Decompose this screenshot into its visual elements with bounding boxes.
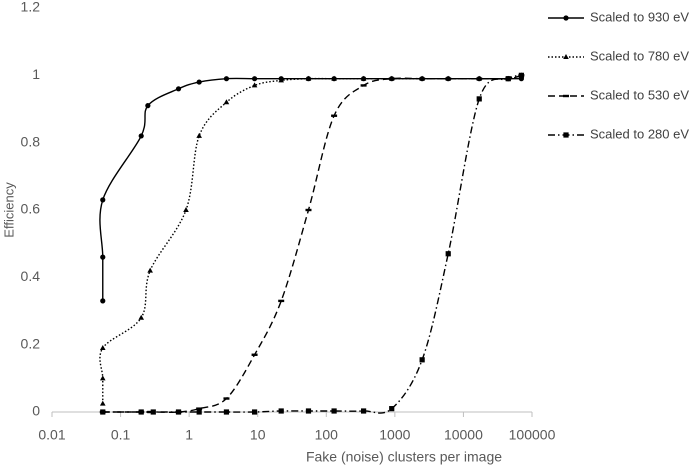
x-tick-label: 1000 <box>379 427 410 443</box>
point <box>175 86 182 92</box>
point <box>99 345 106 351</box>
point <box>183 207 189 212</box>
point <box>331 408 337 414</box>
y-tick-label: 0.4 <box>21 268 41 284</box>
point <box>251 409 258 415</box>
point <box>360 75 367 81</box>
y-tick-label: 0 <box>32 403 40 419</box>
point <box>305 408 312 414</box>
series-line <box>102 74 522 413</box>
point <box>419 357 425 363</box>
point <box>251 76 258 82</box>
point <box>476 96 482 102</box>
series-line <box>102 74 522 414</box>
point <box>223 409 230 415</box>
point <box>223 76 230 82</box>
x-tick-label: 10 <box>250 427 266 443</box>
point <box>305 75 312 81</box>
point <box>331 75 337 81</box>
point <box>251 82 258 88</box>
y-tick-label: 0.6 <box>21 201 41 217</box>
point <box>505 76 511 82</box>
point <box>388 77 395 80</box>
legend-label: Scaled to 530 eV <box>590 87 689 102</box>
point <box>138 409 144 415</box>
point <box>445 77 452 80</box>
point <box>476 77 483 80</box>
point <box>196 409 202 415</box>
x-tick-label: 0.01 <box>38 427 65 443</box>
legend-label: Scaled to 780 eV <box>590 48 689 63</box>
x-tick-label: 0.1 <box>111 427 131 443</box>
point <box>100 254 106 260</box>
point <box>196 407 203 410</box>
x-tick-label: 1 <box>185 427 193 443</box>
point <box>100 197 106 203</box>
point <box>251 353 258 356</box>
point <box>196 132 202 138</box>
y-tick-label: 0.8 <box>21 133 41 149</box>
point <box>389 406 395 412</box>
point <box>100 409 106 415</box>
x-tick-label: 100000 <box>509 427 556 443</box>
legend-label: Scaled to 930 eV <box>590 9 689 24</box>
point <box>223 99 230 105</box>
point <box>278 408 284 414</box>
point <box>360 408 367 414</box>
point <box>175 409 182 415</box>
point <box>278 299 285 303</box>
x-axis-title: Fake (noise) clusters per image <box>306 449 502 465</box>
point <box>147 267 153 273</box>
point <box>100 298 106 304</box>
point <box>150 409 156 415</box>
point <box>331 114 338 117</box>
point <box>138 314 145 320</box>
point <box>278 77 284 83</box>
legend-label: Scaled to 280 eV <box>590 126 689 141</box>
legend-marker <box>563 132 569 138</box>
x-tick-label: 100 <box>315 427 339 443</box>
series-line <box>99 74 522 404</box>
point <box>518 72 524 78</box>
point <box>196 79 202 85</box>
point <box>419 77 426 80</box>
legend-marker <box>563 15 569 21</box>
legend-marker <box>563 54 569 59</box>
point <box>145 103 151 109</box>
legend-marker <box>563 94 569 98</box>
point <box>138 133 144 139</box>
point <box>445 251 451 257</box>
legend: Scaled to 930 eV Scaled to 780 eV Scaled t… <box>548 9 689 141</box>
point <box>360 84 367 87</box>
series-line <box>99 77 522 301</box>
point <box>99 375 106 381</box>
point <box>305 208 312 212</box>
y-tick-label: 0.2 <box>21 335 41 351</box>
y-axis-title: Efficiency <box>1 182 16 238</box>
y-tick-label: 1 <box>32 66 40 82</box>
x-tick-label: 10000 <box>444 427 483 443</box>
point <box>99 400 106 406</box>
y-tick-label: 1.2 <box>21 0 41 15</box>
point <box>223 397 230 400</box>
